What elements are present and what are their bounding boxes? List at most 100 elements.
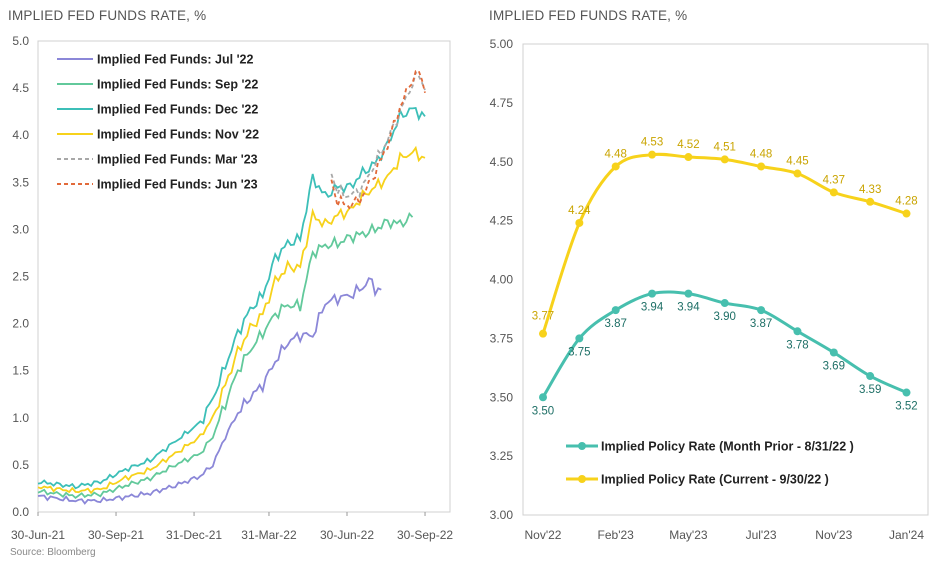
- right-data-point: [684, 289, 693, 298]
- right-data-label: 4.28: [895, 196, 917, 208]
- left-y-tick-label: 2.0: [12, 317, 29, 331]
- left-x-tick-label: 31-Dec-21: [166, 528, 222, 542]
- left-x-tick-label: 30-Jun-22: [320, 528, 374, 542]
- right-data-label: 3.69: [823, 361, 845, 373]
- right-data-point: [757, 162, 766, 171]
- source-note: Source: Bloomberg: [10, 547, 96, 558]
- right-chart-title: IMPLIED FED FUNDS RATE, %: [489, 8, 688, 23]
- left-series-line: [37, 145, 426, 495]
- left-legend-label: Implied Fed Funds: Jun '23: [97, 178, 258, 192]
- left-x-tick-label: 31-Mar-22: [241, 528, 297, 542]
- right-data-label: 3.59: [859, 384, 881, 396]
- left-plot-frame: [37, 40, 451, 513]
- left-y-tick-label: 0.5: [12, 458, 29, 472]
- left-legend-label: Implied Fed Funds: Mar '23: [97, 153, 258, 167]
- right-data-point: [866, 197, 875, 206]
- right-x-tick-label: Nov'23: [815, 528, 852, 542]
- left-series-line: [330, 70, 426, 199]
- right-data-point: [720, 155, 729, 164]
- right-y-tick-label: 5.00: [490, 37, 514, 51]
- right-data-label: 3.94: [641, 302, 664, 314]
- right-plot-frame: [522, 43, 929, 516]
- right-data-label: 4.53: [641, 137, 663, 149]
- left-series-line: [330, 70, 426, 211]
- right-data-point: [720, 299, 729, 308]
- right-data-label: 3.77: [532, 311, 554, 323]
- right-data-label: 3.78: [786, 339, 808, 351]
- right-data-label: 3.75: [568, 346, 590, 358]
- right-legend-marker: [578, 475, 586, 483]
- right-data-point: [793, 327, 802, 336]
- right-data-label: 3.52: [895, 401, 917, 413]
- right-data-point: [575, 334, 584, 343]
- right-data-label: 4.45: [786, 156, 808, 168]
- right-y-tick-label: 3.75: [490, 331, 514, 345]
- left-series-line: [37, 107, 426, 490]
- right-data-label: 4.37: [823, 174, 845, 186]
- left-y-tick-label: 3.5: [12, 175, 29, 189]
- right-data-label: 4.48: [605, 148, 627, 160]
- right-data-point: [829, 348, 838, 357]
- left-y-tick-label: 1.0: [12, 411, 29, 425]
- right-legend-marker: [578, 442, 586, 450]
- right-legend-label: Implied Policy Rate (Month Prior - 8/31/…: [601, 440, 854, 454]
- right-data-label: 3.90: [714, 311, 736, 323]
- right-y-tick-label: 4.25: [490, 214, 514, 228]
- left-y-tick-label: 4.5: [12, 81, 29, 95]
- left-series-line: [37, 277, 382, 505]
- right-data-point: [866, 372, 875, 381]
- right-data-point: [539, 393, 547, 402]
- right-data-point: [611, 306, 620, 315]
- right-x-tick-label: Jul'23: [746, 528, 777, 542]
- left-legend-label: Implied Fed Funds: Nov '22: [97, 128, 259, 142]
- left-y-tick-label: 0.0: [12, 505, 29, 519]
- left-series-line: [37, 211, 414, 499]
- left-y-tick-label: 4.0: [12, 128, 29, 142]
- right-y-tick-label: 3.25: [490, 449, 514, 463]
- right-y-tick-label: 3.00: [490, 508, 514, 522]
- right-data-point: [793, 169, 802, 178]
- right-data-point: [829, 188, 838, 197]
- left-y-tick-label: 2.5: [12, 270, 29, 284]
- right-x-tick-label: Nov'22: [525, 528, 562, 542]
- right-data-point: [648, 289, 657, 298]
- left-x-tick-label: 30-Sep-21: [88, 528, 144, 542]
- left-legend-label: Implied Fed Funds: Sep '22: [97, 78, 258, 92]
- right-data-label: 4.24: [568, 205, 591, 217]
- right-data-point: [902, 209, 911, 218]
- left-legend-label: Implied Fed Funds: Jul '22: [97, 53, 254, 67]
- left-x-tick-label: 30-Sep-22: [397, 528, 453, 542]
- right-data-label: 4.51: [714, 141, 736, 153]
- right-data-point: [684, 153, 693, 162]
- right-series-line: [541, 290, 908, 399]
- left-legend-label: Implied Fed Funds: Dec '22: [97, 103, 258, 117]
- right-y-tick-label: 3.50: [490, 390, 514, 404]
- right-data-point: [902, 388, 911, 397]
- right-data-label: 4.52: [677, 139, 699, 151]
- right-data-label: 4.48: [750, 148, 772, 160]
- right-data-label: 3.87: [750, 318, 772, 330]
- left-y-tick-label: 1.5: [12, 364, 29, 378]
- right-x-tick-label: Jan'24: [889, 528, 924, 542]
- right-data-point: [648, 150, 657, 159]
- right-data-label: 4.33: [859, 184, 881, 196]
- right-series-line: [541, 152, 907, 335]
- right-data-point: [539, 329, 547, 338]
- right-data-point: [611, 162, 620, 171]
- left-y-tick-label: 3.0: [12, 222, 29, 236]
- left-x-tick-label: 30-Jun-21: [11, 528, 65, 542]
- right-y-tick-label: 4.75: [490, 96, 514, 110]
- right-data-point: [575, 218, 584, 227]
- right-y-tick-label: 4.50: [490, 155, 514, 169]
- right-data-label: 3.94: [677, 302, 700, 314]
- left-y-tick-label: 5.0: [12, 34, 29, 48]
- left-chart-title: IMPLIED FED FUNDS RATE, %: [8, 8, 207, 23]
- right-x-tick-label: May'23: [669, 528, 708, 542]
- right-y-tick-label: 4.00: [490, 273, 514, 287]
- right-legend-label: Implied Policy Rate (Current - 9/30/22 ): [601, 473, 829, 487]
- right-x-tick-label: Feb'23: [598, 528, 635, 542]
- right-data-point: [757, 306, 766, 315]
- right-data-label: 3.50: [532, 405, 554, 417]
- right-data-label: 3.87: [605, 318, 627, 330]
